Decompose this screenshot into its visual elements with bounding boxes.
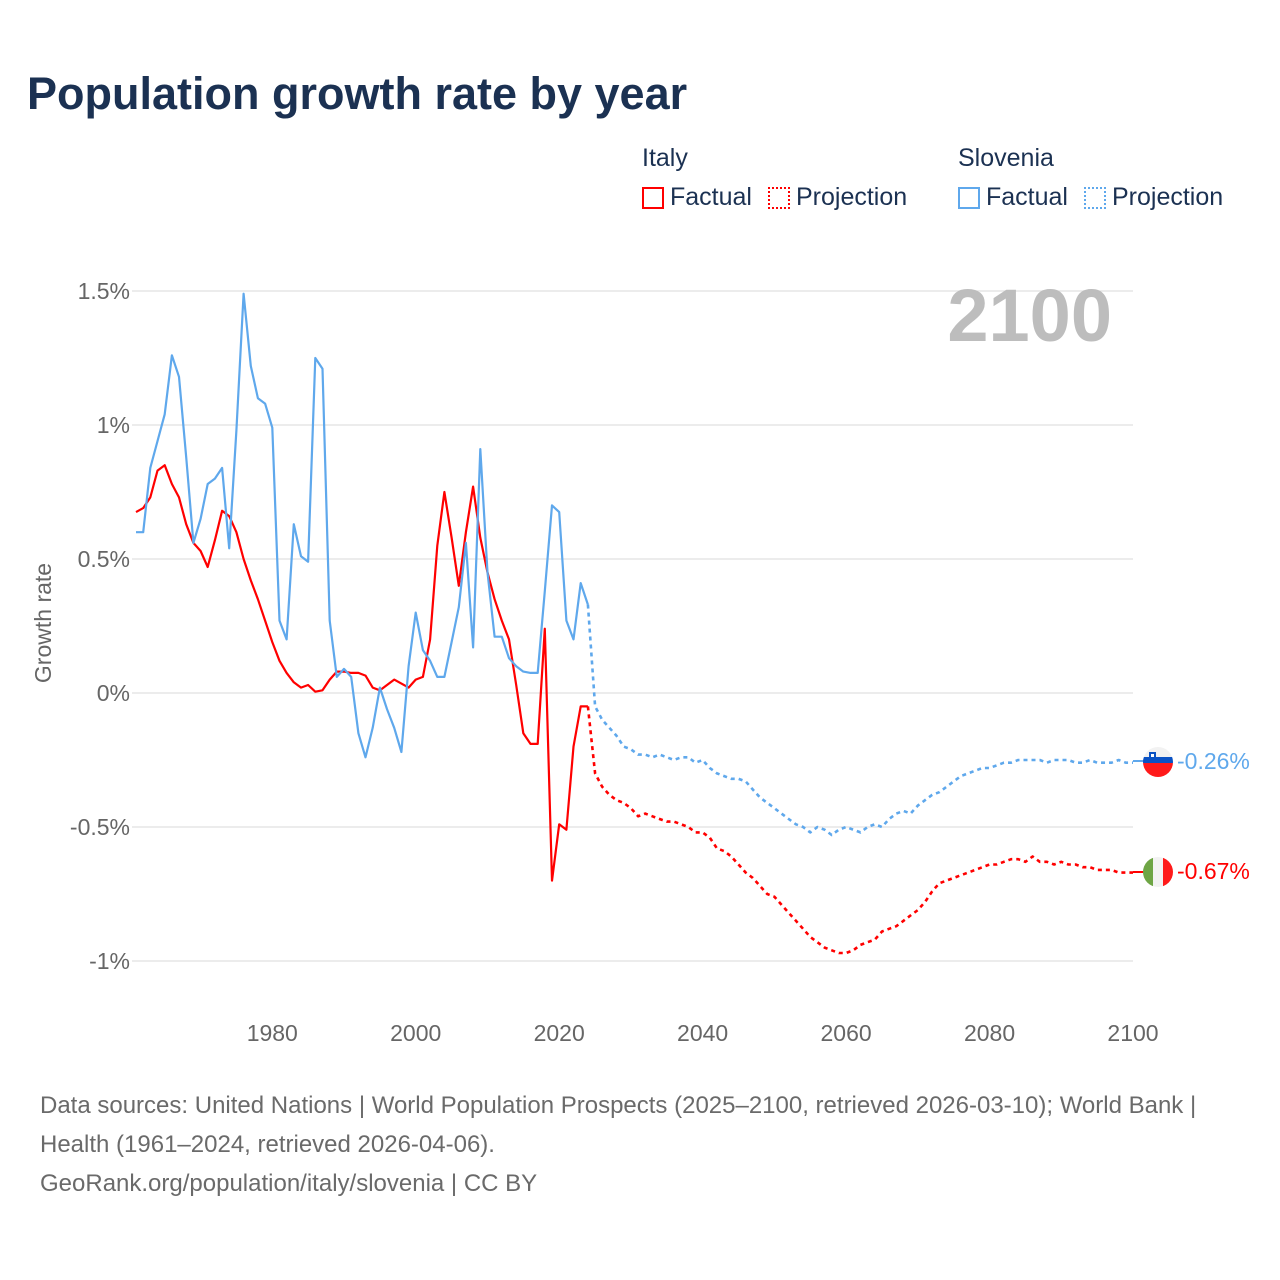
slovenia-end-marker: -0.26% xyxy=(1133,747,1250,777)
chart-title: Population growth rate by year xyxy=(27,68,688,119)
y-tick-label: 1% xyxy=(97,412,130,438)
y-tick-label: -0.5% xyxy=(70,814,130,840)
x-tick-label: 2080 xyxy=(964,1020,1015,1046)
x-axis-ticks: 1980 2000 2020 2040 2060 2080 2100 xyxy=(247,1020,1159,1046)
y-tick-label: 0.5% xyxy=(78,546,130,572)
dotted-swatch-icon xyxy=(1083,186,1106,209)
legend-slovenia-heading: Slovenia xyxy=(958,144,1054,172)
legend-italy-factual[interactable]: Factual xyxy=(642,183,752,212)
credit-link[interactable]: GeoRank.org/population/italy/slovenia | … xyxy=(40,1170,538,1197)
y-tick-label: 1.5% xyxy=(78,278,130,304)
slovenia-dotted-line xyxy=(586,604,1133,837)
slovenia-solid-line xyxy=(136,292,589,759)
legend-slovenia-factual[interactable]: Factual xyxy=(958,183,1068,212)
x-tick-label: 1980 xyxy=(247,1020,298,1046)
y-axis-ticks: 1.5% 1% 0.5% 0% -0.5% -1% xyxy=(70,278,130,974)
series-lines xyxy=(135,292,1133,955)
legend-label: Projection xyxy=(795,183,908,211)
x-tick-label: 2060 xyxy=(821,1020,872,1046)
legend-italy-heading: Italy xyxy=(642,144,688,172)
legend-italy-projection[interactable]: Projection xyxy=(767,183,908,212)
italy-solid-line xyxy=(135,464,588,882)
y-tick-label: -1% xyxy=(89,948,130,974)
footer: Data sources: United Nations | World Pop… xyxy=(40,1086,1240,1203)
x-tick-label: 2020 xyxy=(534,1020,585,1046)
dotted-swatch-icon xyxy=(767,186,790,209)
slovenia-end-label: -0.26% xyxy=(1177,748,1250,774)
legend-label: Factual xyxy=(986,183,1068,211)
y-tick-label: 0% xyxy=(97,680,130,706)
data-sources: Data sources: United Nations | World Pop… xyxy=(40,1092,1197,1158)
gridlines xyxy=(132,290,1133,962)
italy-flag-icon xyxy=(1143,857,1173,887)
italy-dotted-line xyxy=(586,706,1133,955)
y-axis-label: Growth rate xyxy=(30,563,56,683)
year-indicator: 2100 xyxy=(947,274,1112,357)
slovenia-flag-icon xyxy=(1143,747,1173,777)
italy-end-marker: -0.67% xyxy=(1133,857,1250,887)
x-tick-label: 2040 xyxy=(677,1020,728,1046)
solid-swatch-icon xyxy=(642,186,664,209)
x-tick-label: 2100 xyxy=(1107,1020,1158,1046)
solid-swatch-icon xyxy=(958,186,980,209)
legend-label: Factual xyxy=(670,183,752,211)
legend-italy: Italy Factual Projection xyxy=(642,144,907,212)
x-tick-label: 2000 xyxy=(390,1020,441,1046)
legend-slovenia: Slovenia Factual Projection xyxy=(958,144,1223,212)
legend-slovenia-projection[interactable]: Projection xyxy=(1083,183,1224,212)
legend-label: Projection xyxy=(1111,183,1224,211)
italy-end-label: -0.67% xyxy=(1177,858,1250,884)
